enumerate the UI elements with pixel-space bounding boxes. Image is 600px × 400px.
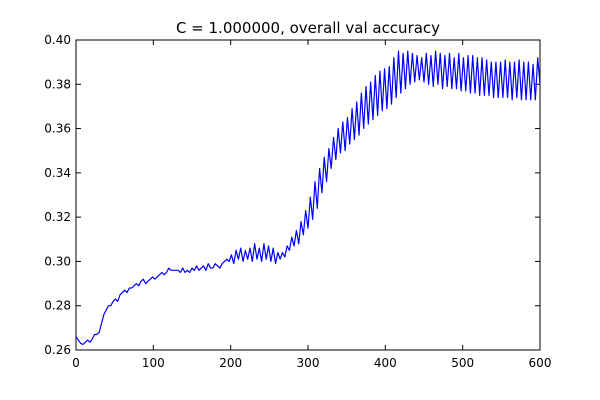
y-tick-label: 0.38 (44, 77, 71, 91)
y-tick-label: 0.34 (44, 166, 71, 180)
series-layer (75, 50, 541, 346)
y-tick-label: 0.26 (44, 343, 71, 357)
y-tick-label: 0.32 (44, 210, 71, 224)
y-tick-label: 0.30 (44, 254, 71, 268)
x-tick-label: 400 (374, 356, 397, 370)
x-tick-label: 600 (529, 356, 552, 370)
x-tick-label: 200 (219, 356, 242, 370)
x-tick-label: 100 (142, 356, 165, 370)
x-axis: 0 100 200 300 400 500 600 (72, 40, 551, 370)
series-line (75, 50, 541, 346)
y-tick-label: 0.36 (44, 122, 71, 136)
chart-title: C = 1.000000, overall val accuracy (176, 19, 440, 37)
y-tick-label: 0.40 (44, 33, 71, 47)
x-tick-label: 300 (297, 356, 320, 370)
x-tick-label: 500 (451, 356, 474, 370)
x-tick-label: 0 (72, 356, 80, 370)
y-axis: 0.26 0.28 0.30 0.32 0.34 0.36 0.38 0.40 (44, 33, 540, 357)
y-tick-label: 0.28 (44, 299, 71, 313)
